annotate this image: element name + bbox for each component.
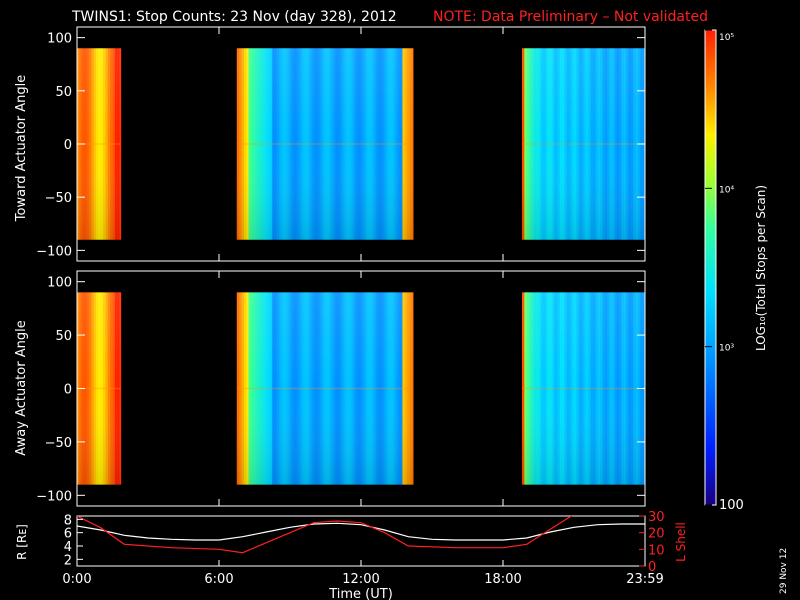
lshell-tick-label: 0: [648, 560, 656, 575]
orbit-lines: [77, 516, 645, 554]
lshell-axis-label: L Shell: [674, 522, 688, 562]
y-tick-label: −100: [36, 489, 72, 504]
r-tick-label: 6: [64, 527, 72, 542]
x-tick-label: 23:59: [626, 572, 663, 587]
toward-ylabel: Toward Actuator Angle: [14, 75, 29, 222]
colorbar-tick-label: 10⁴: [719, 185, 734, 195]
lshell-tick-label: 10: [648, 543, 665, 558]
lshell-line: [77, 516, 573, 554]
heatmap-shading: [521, 48, 645, 240]
away-ylabel: Away Actuator Angle: [14, 320, 29, 455]
y-tick-label: 100: [47, 32, 72, 47]
r-tick-label: 4: [64, 540, 72, 555]
preliminary-note: NOTE: Data Preliminary – Not validated: [433, 9, 708, 25]
x-tick-label: 18:00: [484, 572, 521, 587]
r-tick-label: 2: [64, 553, 72, 568]
toward-y-ticks: 100 50 0 −50 −100: [36, 32, 645, 259]
toward-panel: 100 50 0 −50 −100 Toward Actuator Angle: [14, 26, 646, 262]
r-tick-label: 8: [64, 513, 72, 528]
x-tick-label: 6:00: [204, 572, 233, 587]
toward-heatmap: [77, 27, 646, 261]
x-tick-label: 0:00: [62, 572, 91, 587]
y-tick-label: 0: [64, 138, 72, 153]
y-tick-label: 0: [64, 383, 72, 398]
heatmap-shading: [521, 292, 645, 485]
away-panel: 100 50 0 −50 −100 Away Actuator Angle: [14, 270, 646, 507]
away-y-ticks: 100 50 0 −50 −100: [36, 276, 645, 504]
y-tick-label: −50: [45, 436, 72, 451]
heatmap-shading: [236, 292, 414, 485]
colorbar-tick-label: 100: [719, 498, 744, 513]
lshell-tick-label: 30: [648, 510, 665, 525]
x-tick-label: 12:00: [342, 572, 379, 587]
r-axis-label: R [Rᴇ]: [15, 524, 29, 560]
colorbar-tick-label: 10³: [719, 344, 734, 354]
colorbar-ticks: 10⁵ 10⁴ 10³ 100: [705, 29, 744, 513]
y-tick-label: 50: [55, 85, 72, 100]
colorbar-tick-label: 10⁵: [719, 33, 734, 43]
y-tick-label: 100: [47, 276, 72, 291]
y-tick-label: 50: [55, 329, 72, 344]
colorbar-gradient: [705, 30, 716, 505]
colorbar-label: LOG₁₀(Total Stops per Scan): [754, 185, 768, 351]
date-stamp: 29 Nov 12: [779, 548, 789, 594]
y-tick-label: −50: [45, 191, 72, 206]
away-heatmap: [77, 271, 646, 506]
r-line: [77, 522, 645, 541]
y-tick-label: −100: [36, 244, 72, 259]
orbit-x-ticks: 0:00 6:00 12:00 18:00 23:59: [62, 27, 664, 587]
x-axis-label: Time (UT): [328, 587, 393, 600]
heatmap-shading: [236, 48, 414, 240]
chart-title: TWINS1: Stop Counts: 23 Nov (day 328), 2…: [71, 9, 397, 25]
colorbar: 10⁵ 10⁴ 10³ 100 LOG₁₀(Total Stops per Scan): [704, 29, 768, 513]
lshell-tick-label: 20: [648, 527, 665, 542]
